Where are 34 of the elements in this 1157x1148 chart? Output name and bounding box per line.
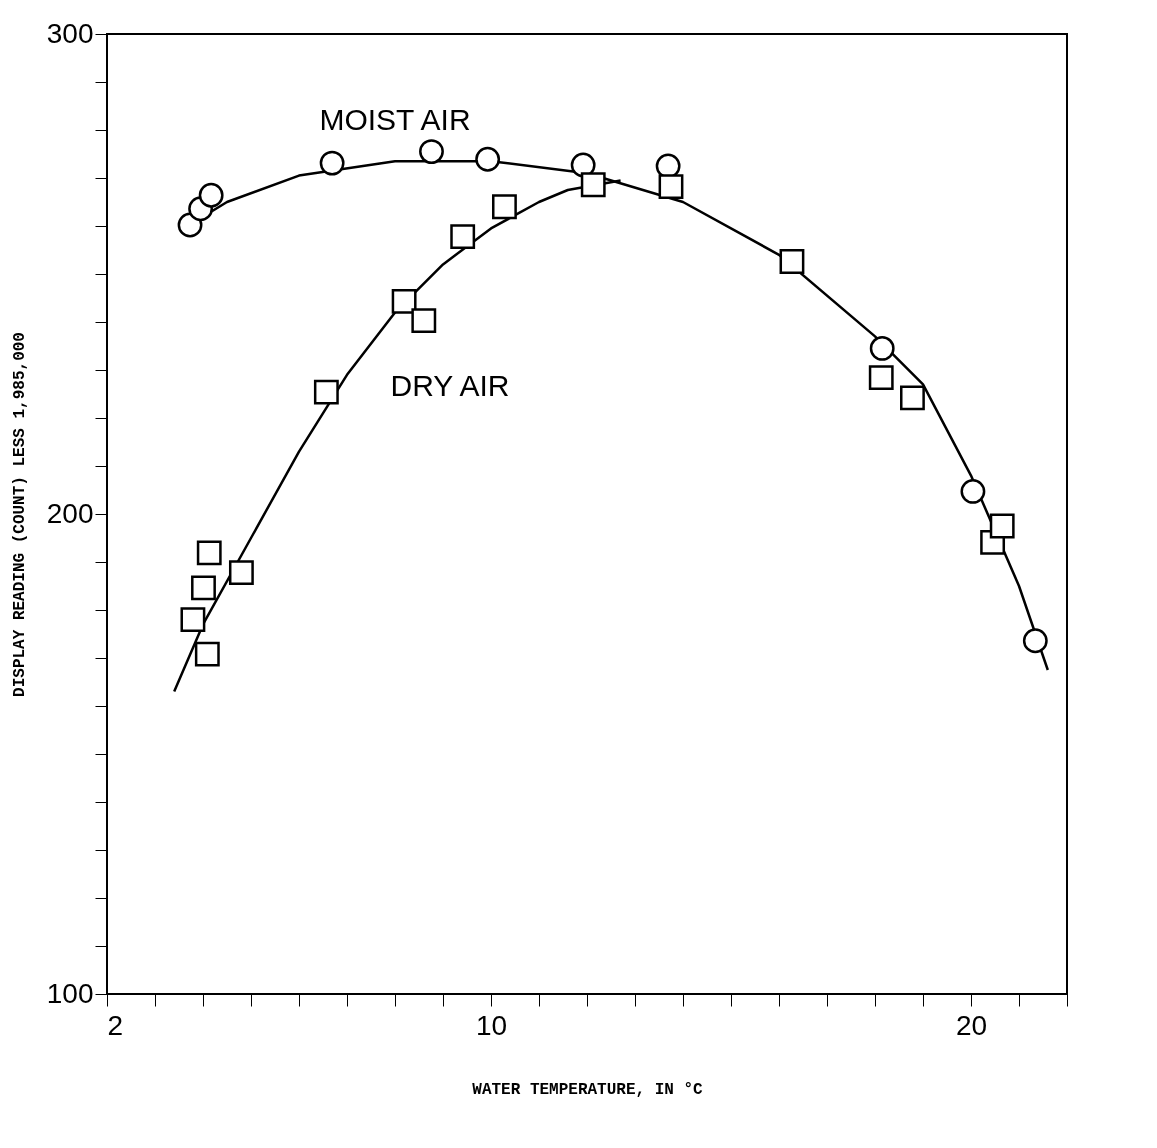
x-axis-title: WATER TEMPERATURE, IN °C bbox=[472, 1080, 704, 1099]
point bbox=[198, 182, 224, 208]
point bbox=[191, 575, 216, 601]
point bbox=[391, 288, 417, 314]
point bbox=[960, 479, 986, 504]
series-label: DRY AIR bbox=[390, 369, 510, 403]
point bbox=[580, 172, 606, 198]
point bbox=[1022, 628, 1048, 654]
point bbox=[779, 249, 805, 274]
point bbox=[180, 607, 206, 633]
y-tick-label: 300 bbox=[46, 17, 94, 49]
point bbox=[989, 513, 1015, 539]
point bbox=[492, 194, 517, 220]
point bbox=[869, 335, 895, 361]
point bbox=[658, 174, 684, 200]
point bbox=[868, 365, 894, 391]
series-label: MOIST AIR bbox=[319, 103, 471, 137]
point bbox=[194, 641, 220, 667]
point bbox=[313, 379, 339, 405]
y-tick-label: 100 bbox=[46, 977, 94, 1009]
point bbox=[228, 560, 254, 585]
point bbox=[475, 146, 501, 172]
point bbox=[319, 150, 345, 176]
point bbox=[419, 139, 444, 165]
point bbox=[900, 385, 925, 411]
x-tick-label: 10 bbox=[475, 1009, 508, 1041]
point bbox=[450, 224, 476, 249]
x-tick-label: 20 bbox=[955, 1009, 988, 1041]
y-axis-title: DISPLAY READING (COUNT) LESS 1,985,000 bbox=[10, 332, 29, 697]
point bbox=[411, 308, 437, 333]
point bbox=[196, 540, 222, 566]
y-tick-label: 200 bbox=[46, 497, 94, 529]
x-tick-label: 2 bbox=[107, 1009, 124, 1041]
point bbox=[570, 152, 596, 178]
